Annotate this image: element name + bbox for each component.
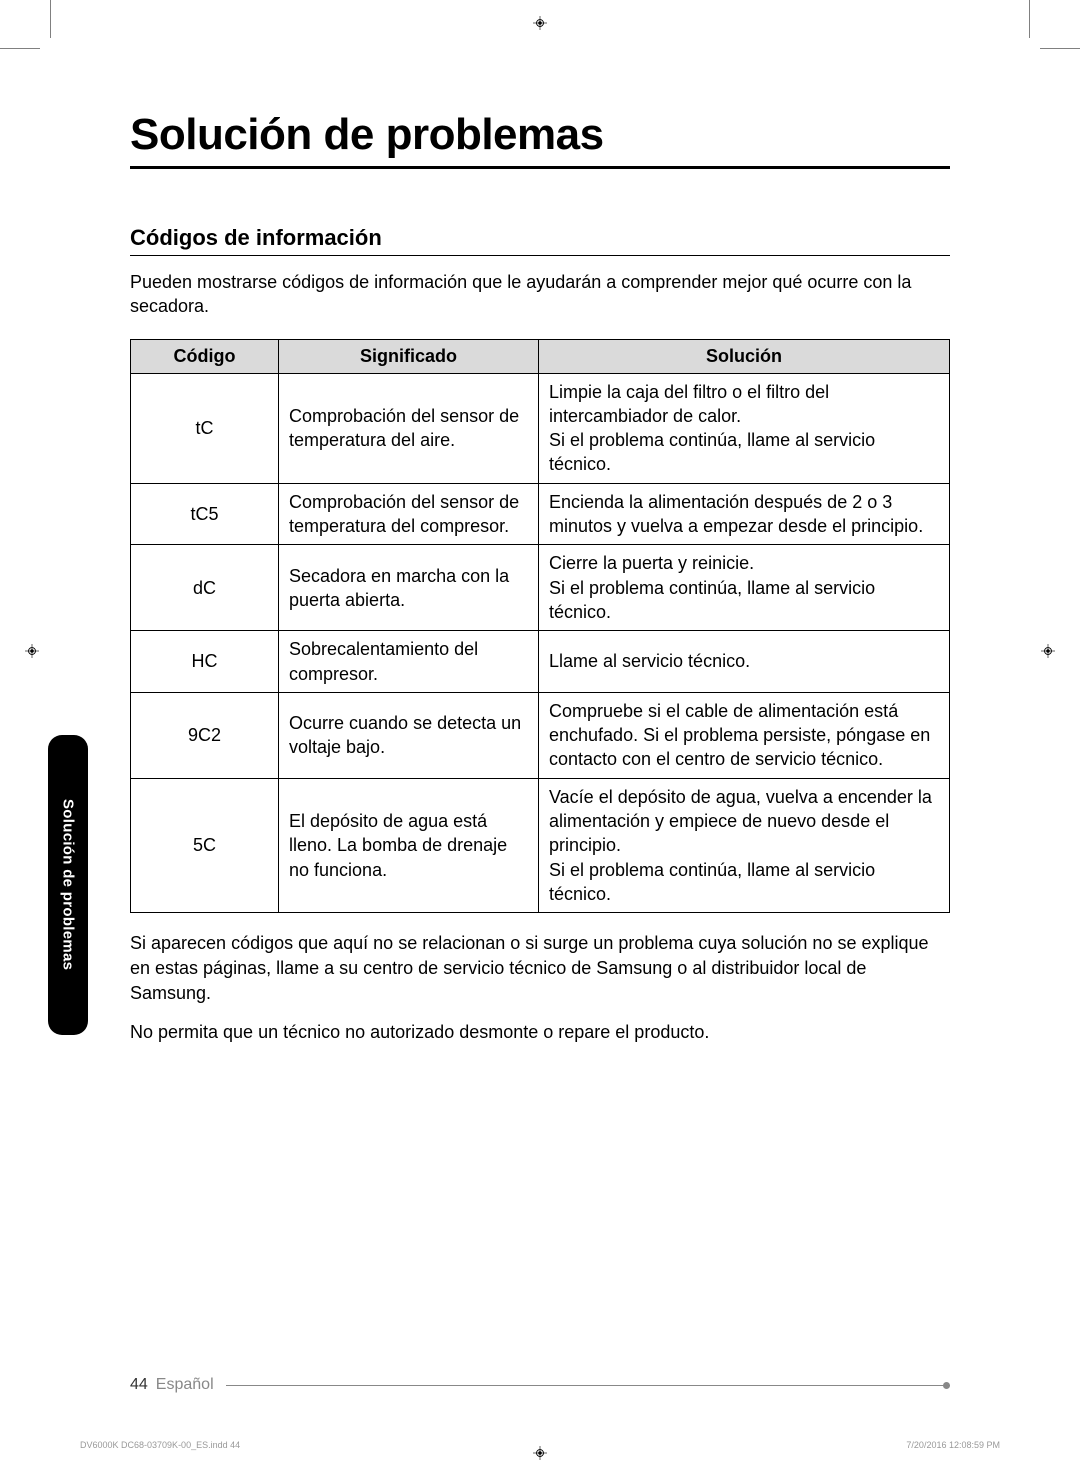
solution-cell: Cierre la puerta y reinicie.Si el proble… [539, 545, 950, 631]
footer-language: Español [156, 1376, 214, 1394]
solution-cell: Encienda la alimentación después de 2 o … [539, 483, 950, 545]
solution-cell: Limpie la caja del filtro o el filtro de… [539, 373, 950, 483]
meaning-cell: Secadora en marcha con la puerta abierta… [279, 545, 539, 631]
code-cell: dC [131, 545, 279, 631]
solution-cell: Llame al servicio técnico. [539, 631, 950, 693]
table-header-row: Código Significado Solución [131, 339, 950, 373]
page-title: Solución de problemas [130, 110, 950, 160]
imprint-file: DV6000K DC68-03709K-00_ES.indd 44 [80, 1440, 240, 1450]
code-cell: tC [131, 373, 279, 483]
solution-cell: Vacíe el depósito de agua, vuelva a ence… [539, 778, 950, 912]
note-paragraph: Si aparecen códigos que aquí no se relac… [130, 931, 950, 1005]
table-row: 5C El depósito de agua está lleno. La bo… [131, 778, 950, 912]
table-header-meaning: Significado [279, 339, 539, 373]
section-heading: Códigos de información [130, 225, 950, 251]
imprint-line: DV6000K DC68-03709K-00_ES.indd 44 7/20/2… [80, 1440, 1000, 1450]
table-row: tC5 Comprobación del sensor de temperatu… [131, 483, 950, 545]
section-divider [130, 255, 950, 256]
meaning-cell: Comprobación del sensor de temperatura d… [279, 483, 539, 545]
meaning-cell: Comprobación del sensor de temperatura d… [279, 373, 539, 483]
codes-table: Código Significado Solución tC Comprobac… [130, 339, 950, 914]
meaning-cell: El depósito de agua está lleno. La bomba… [279, 778, 539, 912]
code-cell: tC5 [131, 483, 279, 545]
code-cell: 9C2 [131, 692, 279, 778]
table-header-code: Código [131, 339, 279, 373]
page-number: 44 [130, 1376, 148, 1394]
table-row: 9C2 Ocurre cuando se detecta un voltaje … [131, 692, 950, 778]
footer-rule [226, 1385, 950, 1386]
table-header-solution: Solución [539, 339, 950, 373]
after-text: Si aparecen códigos que aquí no se relac… [130, 931, 950, 1044]
code-cell: 5C [131, 778, 279, 912]
table-body: tC Comprobación del sensor de temperatur… [131, 373, 950, 913]
meaning-cell: Sobrecalentamiento del compresor. [279, 631, 539, 693]
meaning-cell: Ocurre cuando se detecta un voltaje bajo… [279, 692, 539, 778]
table-row: tC Comprobación del sensor de temperatur… [131, 373, 950, 483]
imprint-timestamp: 7/20/2016 12:08:59 PM [906, 1440, 1000, 1450]
table-row: dC Secadora en marcha con la puerta abie… [131, 545, 950, 631]
page-footer: 44 Español [130, 1376, 950, 1394]
note-paragraph: No permita que un técnico no autorizado … [130, 1020, 950, 1045]
code-cell: HC [131, 631, 279, 693]
page-content: Solución de problemas Códigos de informa… [0, 0, 1080, 1476]
table-row: HC Sobrecalentamiento del compresor. Lla… [131, 631, 950, 693]
intro-paragraph: Pueden mostrarse códigos de información … [130, 270, 950, 319]
title-divider [130, 166, 950, 169]
solution-cell: Compruebe si el cable de alimentación es… [539, 692, 950, 778]
